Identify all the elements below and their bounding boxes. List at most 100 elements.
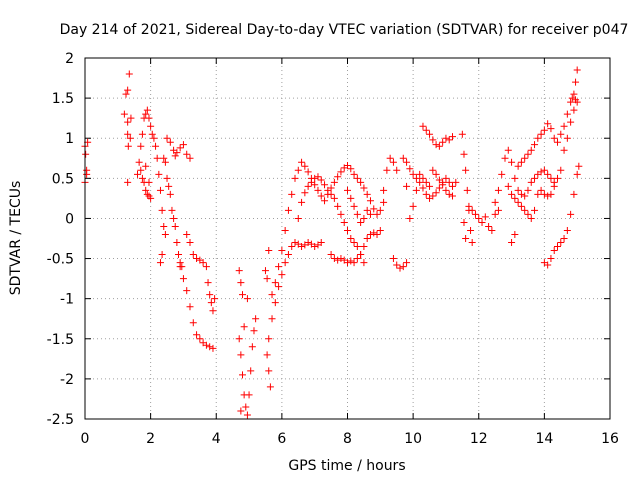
- data-point: [360, 259, 368, 267]
- data-point: [347, 235, 355, 242]
- data-point: [550, 182, 558, 190]
- data-point: [268, 315, 276, 323]
- data-point: [294, 214, 302, 222]
- data-point: [334, 202, 342, 210]
- data-point: [568, 94, 576, 102]
- data-point: [163, 134, 171, 142]
- data-point: [304, 168, 312, 176]
- data-point: [237, 351, 245, 359]
- data-point: [176, 263, 184, 271]
- data-point: [524, 210, 532, 218]
- data-point: [363, 190, 371, 198]
- data-point: [183, 287, 191, 295]
- data-point: [235, 335, 243, 343]
- data-point: [468, 239, 476, 247]
- data-point: [243, 295, 251, 303]
- data-point: [337, 210, 345, 218]
- data-point: [563, 134, 571, 142]
- data-point: [301, 189, 309, 197]
- data-point: [531, 141, 539, 149]
- data-point: [353, 210, 361, 218]
- data-point: [158, 251, 166, 259]
- data-point: [463, 186, 471, 194]
- y-tick-label: 2: [65, 51, 74, 67]
- data-point: [399, 154, 407, 162]
- data-point: [161, 230, 169, 238]
- data-point: [557, 239, 565, 247]
- y-tick-label: 0: [65, 211, 74, 227]
- data-point: [531, 174, 539, 182]
- data-point: [160, 154, 168, 162]
- data-point: [462, 235, 470, 242]
- data-point: [399, 263, 407, 271]
- data-point: [284, 206, 292, 214]
- y-tick-label: -2: [60, 372, 74, 388]
- data-point: [344, 259, 351, 267]
- data-point: [547, 255, 555, 263]
- data-point: [298, 198, 306, 206]
- data-point: [163, 174, 171, 182]
- data-point: [491, 198, 499, 206]
- y-tick-label: 0.5: [52, 171, 74, 187]
- data-point: [147, 122, 155, 130]
- plot-frame: [84, 57, 611, 420]
- data-point: [521, 192, 529, 200]
- data-point: [485, 222, 493, 230]
- data-point: [572, 96, 580, 104]
- data-point: [324, 186, 332, 194]
- data-point: [237, 279, 245, 287]
- data-point: [501, 154, 509, 162]
- data-point: [278, 271, 286, 279]
- data-point: [422, 126, 430, 134]
- data-point: [432, 189, 440, 197]
- data-point: [567, 210, 575, 218]
- data-point: [83, 170, 91, 178]
- data-point: [386, 154, 394, 162]
- data-point: [460, 218, 468, 226]
- data-point: [161, 158, 169, 166]
- data-point: [360, 214, 368, 222]
- data-point: [179, 275, 187, 283]
- data-point: [193, 255, 201, 263]
- y-tick-label: -1.5: [47, 332, 74, 348]
- data-point: [560, 122, 568, 130]
- data-point: [537, 168, 545, 176]
- data-point: [206, 291, 214, 299]
- x-tick-label: 4: [212, 431, 221, 447]
- data-point: [183, 150, 191, 158]
- data-point: [196, 335, 204, 343]
- data-point: [344, 186, 351, 194]
- data-point: [142, 186, 150, 194]
- data-point: [263, 351, 271, 359]
- data-point: [439, 138, 447, 146]
- data-point: [127, 114, 135, 122]
- data-point: [137, 166, 145, 174]
- data-point: [449, 182, 456, 190]
- x-tick-label: 6: [277, 431, 286, 447]
- data-point: [376, 206, 384, 214]
- data-point: [544, 192, 552, 200]
- data-point: [471, 210, 479, 218]
- data-point: [432, 170, 440, 178]
- data-point: [422, 178, 430, 186]
- data-point: [134, 170, 141, 178]
- data-point: [537, 130, 545, 138]
- data-point: [124, 118, 132, 126]
- x-axis-label: GPS time / hours: [288, 458, 405, 474]
- data-point: [278, 247, 286, 255]
- data-point: [389, 255, 397, 263]
- data-point: [168, 206, 176, 214]
- data-point: [540, 166, 548, 174]
- data-point: [363, 235, 371, 242]
- data-point: [514, 198, 522, 206]
- data-point: [235, 267, 243, 275]
- data-point: [337, 168, 345, 176]
- data-point: [540, 126, 548, 134]
- data-point: [373, 230, 381, 238]
- data-point: [209, 307, 217, 315]
- data-point: [288, 243, 296, 251]
- data-point: [237, 407, 245, 415]
- data-point: [422, 190, 430, 198]
- data-point: [327, 190, 335, 198]
- data-point: [353, 255, 361, 263]
